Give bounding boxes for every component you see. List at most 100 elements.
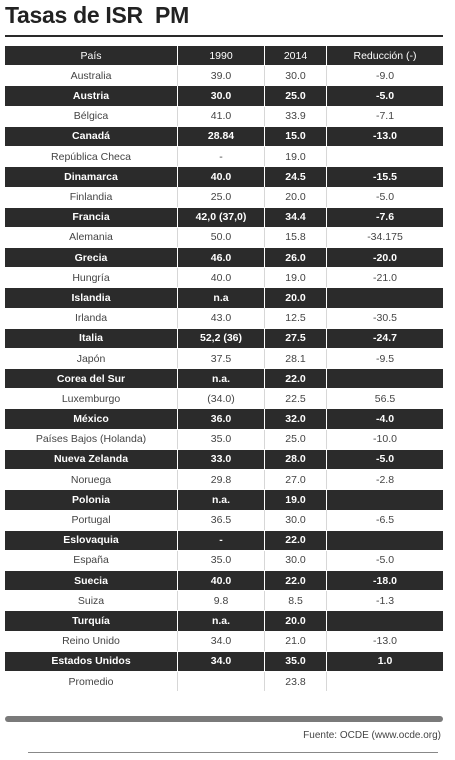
table-cell-1990: 39.0 <box>177 66 264 86</box>
table-cell-2014: 19.0 <box>264 490 326 510</box>
column-header-2014: 2014 <box>264 46 326 66</box>
table-cell-2014: 22.5 <box>264 389 326 409</box>
table-row: Reino Unido 34.0 21.0 -13.0 <box>5 631 443 651</box>
table-cell-2014: 28.0 <box>264 449 326 470</box>
table-cell-1990: n.a. <box>177 611 264 631</box>
table-cell-reduction: -6.5 <box>326 510 443 530</box>
table-cell-country: Promedio <box>68 675 114 688</box>
table-cell-2014: 30.0 <box>264 550 326 571</box>
source-credit: Fuente: OCDE (www.ocde.org) <box>303 730 441 741</box>
table-cell-reduction: -24.7 <box>326 328 443 349</box>
table-cell-reduction: -5.0 <box>326 187 443 207</box>
column-header-1990: 1990 <box>177 46 264 66</box>
table-cell-1990: 28.84 <box>177 126 264 147</box>
table-row: Corea del Sur n.a. 22.0 <box>5 369 443 389</box>
table-cell-country: Portugal <box>71 514 111 526</box>
table-cell-2014: 25.0 <box>264 86 326 106</box>
table-row: Australia 39.0 30.0 -9.0 <box>5 66 443 86</box>
table-cell-1990: n.a. <box>177 490 264 510</box>
table-cell-reduction <box>326 288 443 308</box>
table-cell-country: España <box>73 554 109 567</box>
table-row: Portugal 36.5 30.0 -6.5 <box>5 510 443 530</box>
table-cell-2014: 22.0 <box>264 570 326 591</box>
table-cell-1990: 40.0 <box>177 570 264 591</box>
table-row: Suecia 40.0 22.0 -18.0 <box>5 570 443 591</box>
table-cell-2014: 19.0 <box>264 268 326 288</box>
table-cell-country: Noruega <box>70 473 112 486</box>
table-cell-2014: 34.4 <box>264 207 326 227</box>
table-cell-country: Austria <box>72 90 110 103</box>
table-cell-country: Finlandia <box>69 191 113 203</box>
table-cell-1990: 36.5 <box>177 510 264 530</box>
table-cell-country: Japón <box>76 352 106 365</box>
table-cell-1990: 40.0 <box>177 167 264 187</box>
table-row: Grecia 46.0 26.0 -20.0 <box>5 247 443 268</box>
table-cell-1990: n.a <box>177 288 264 308</box>
table-cell-reduction: -5.0 <box>326 449 443 470</box>
table-row: Estados Unidos 34.0 35.0 1.0 <box>5 651 443 672</box>
table-row: Hungría 40.0 19.0 -21.0 <box>5 268 443 288</box>
table-cell-2014: 30.0 <box>264 510 326 530</box>
table-cell-country: Estados Unidos <box>51 655 131 668</box>
table-row: Luxemburgo (34.0) 22.5 56.5 <box>5 389 443 409</box>
table-row: Nueva Zelanda 33.0 28.0 -5.0 <box>5 449 443 470</box>
table-cell-country: Nueva Zelanda <box>53 453 129 466</box>
table-cell-2014: 28.1 <box>264 348 326 369</box>
table-cell-reduction <box>326 490 443 510</box>
table-cell-1990: 35.0 <box>177 429 264 449</box>
page-title: Tasas de ISR PM <box>5 2 189 28</box>
table-cell-country: Australia <box>70 69 112 82</box>
table-cell-country: Italia <box>79 332 103 345</box>
table-row: Austria 30.0 25.0 -5.0 <box>5 86 443 106</box>
table-cell-2014: 20.0 <box>264 611 326 631</box>
table-cell-1990: 41.0 <box>177 106 264 126</box>
table-row: España 35.0 30.0 -5.0 <box>5 550 443 571</box>
table-cell-country: Eslovaquia <box>63 534 119 547</box>
table-cell-1990 <box>177 671 264 692</box>
table-cell-reduction: -18.0 <box>326 570 443 591</box>
table-cell-reduction: -4.0 <box>326 409 443 429</box>
table-cell-reduction: -5.0 <box>326 86 443 106</box>
table-row: Finlandia 25.0 20.0 -5.0 <box>5 187 443 207</box>
table-cell-reduction: -13.0 <box>326 126 443 147</box>
table-row: Italia 52,2 (36) 27.5 -24.7 <box>5 328 443 349</box>
table-cell-country: Alemania <box>69 231 113 244</box>
table-row: México 36.0 32.0 -4.0 <box>5 409 443 429</box>
table-cell-country: Suiza <box>77 594 105 607</box>
table-cell-reduction: -10.0 <box>326 429 443 449</box>
table-cell-reduction: -34.175 <box>326 227 443 248</box>
table-cell-1990: 40.0 <box>177 268 264 288</box>
table-cell-2014: 25.0 <box>264 429 326 449</box>
table-cell-reduction: 1.0 <box>326 651 443 672</box>
table-row: República Checa -19.0 <box>5 146 443 167</box>
table-cell-2014: 19.0 <box>264 146 326 167</box>
table-row: Países Bajos (Holanda) 35.0 25.0 -10.0 <box>5 429 443 449</box>
table-cell-1990: 52,2 (36) <box>177 328 264 349</box>
table-cell-1990: 37.5 <box>177 348 264 369</box>
title-divider <box>5 35 443 37</box>
table-cell-1990: 34.0 <box>177 651 264 672</box>
table-cell-country: Hungría <box>72 271 110 284</box>
table-cell-2014: 15.0 <box>264 126 326 147</box>
table-cell-country: Dinamarca <box>64 170 118 183</box>
table-cell-country: Francia <box>72 211 110 224</box>
table-cell-2014: 35.0 <box>264 651 326 672</box>
bottom-bar <box>5 716 443 722</box>
table-cell-1990: - <box>177 530 264 550</box>
table-cell-1990: 33.0 <box>177 449 264 470</box>
table-header-row: País 1990 2014 Reducción (-) <box>5 46 443 66</box>
table-cell-country: Grecia <box>74 251 108 264</box>
table-cell-country: Corea del Sur <box>56 372 126 385</box>
table-cell-reduction: -15.5 <box>326 167 443 187</box>
table-cell-country: Turquía <box>72 614 110 627</box>
table-cell-2014: 27.5 <box>264 328 326 349</box>
table-cell-2014: 26.0 <box>264 247 326 268</box>
table-cell-2014: 30.0 <box>264 66 326 86</box>
table-row: Japón 37.5 28.1 -9.5 <box>5 348 443 369</box>
table-cell-reduction: -20.0 <box>326 247 443 268</box>
table-row: Islandia n.a 20.0 <box>5 288 443 308</box>
table-cell-reduction: -2.8 <box>326 469 443 490</box>
table-cell-2014: 27.0 <box>264 469 326 490</box>
table-cell-2014: 33.9 <box>264 106 326 126</box>
table-cell-2014: 21.0 <box>264 631 326 651</box>
